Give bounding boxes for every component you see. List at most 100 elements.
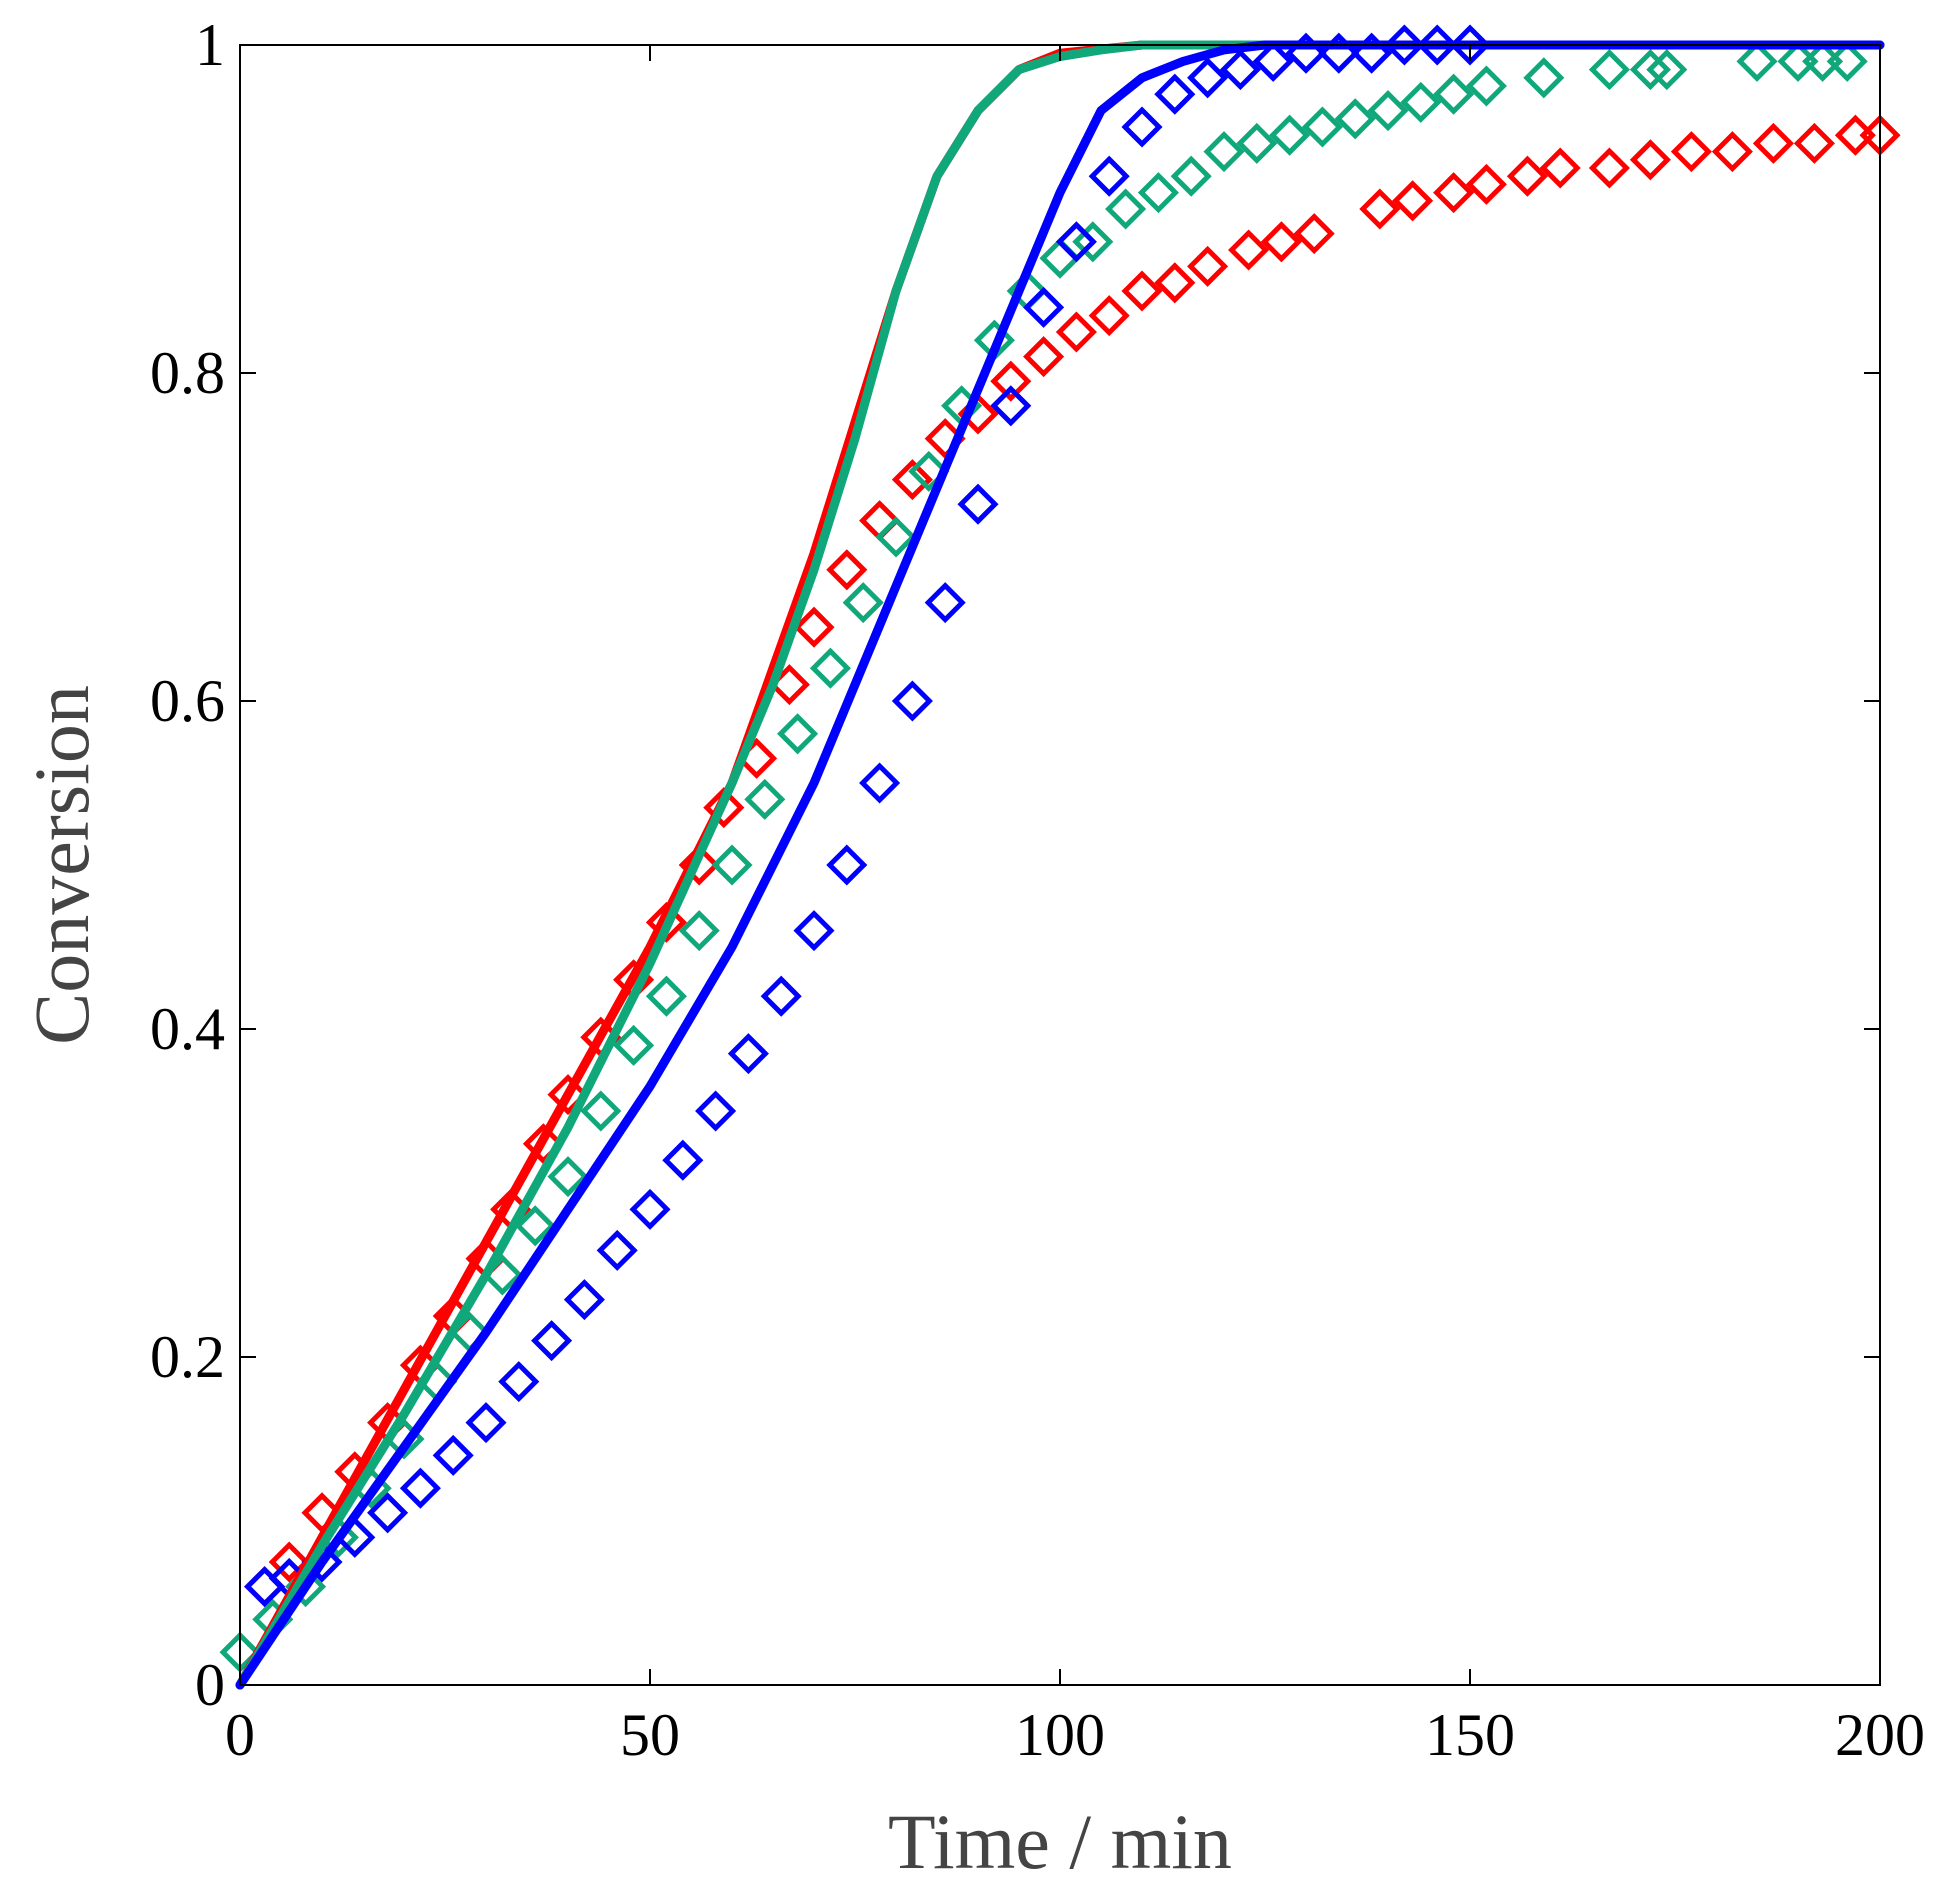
x-axis-title: Time / min bbox=[888, 1798, 1232, 1882]
model-line-blue bbox=[235, 40, 1885, 1690]
data-point-red bbox=[1670, 131, 1712, 173]
data-point-red bbox=[1752, 122, 1794, 164]
data-point-red bbox=[268, 1541, 310, 1583]
x-tick-label: 100 bbox=[1015, 1702, 1105, 1768]
data-point-green bbox=[711, 844, 753, 886]
y-axis-title: Conversion bbox=[18, 685, 105, 1045]
data-point-green bbox=[777, 713, 819, 755]
data-point-green bbox=[613, 1024, 655, 1066]
data-point-green bbox=[1400, 81, 1442, 123]
data-point-green bbox=[645, 975, 687, 1017]
plot-content bbox=[219, 24, 1901, 1690]
data-point-blue bbox=[367, 1492, 409, 1534]
data-point-red bbox=[1187, 245, 1229, 287]
series-blue-markers bbox=[244, 24, 1491, 1608]
data-point-red bbox=[990, 360, 1032, 402]
x-tick-label: 150 bbox=[1425, 1702, 1515, 1768]
data-point-red bbox=[1088, 295, 1130, 337]
data-point-green bbox=[1170, 155, 1212, 197]
data-point-blue bbox=[1055, 221, 1097, 263]
data-point-blue bbox=[629, 1188, 671, 1230]
data-point-green bbox=[1433, 73, 1475, 115]
data-point-green bbox=[1523, 57, 1565, 99]
y-tick-label: 1 bbox=[195, 12, 225, 78]
data-point-red bbox=[678, 844, 720, 886]
data-point-red bbox=[1392, 180, 1434, 222]
data-point-red bbox=[1055, 311, 1097, 353]
data-point-green bbox=[809, 647, 851, 689]
data-point-green bbox=[1269, 114, 1311, 156]
data-point-blue bbox=[826, 844, 868, 886]
data-point-red bbox=[1793, 122, 1835, 164]
axes-ticks bbox=[239, 44, 1881, 1686]
data-point-blue bbox=[596, 1229, 638, 1271]
data-point-blue bbox=[859, 762, 901, 804]
data-point-green bbox=[547, 1156, 589, 1198]
data-point-green bbox=[1465, 65, 1507, 107]
data-point-blue bbox=[1416, 24, 1458, 66]
data-point-red bbox=[1154, 262, 1196, 304]
data-point-red bbox=[1588, 147, 1630, 189]
data-point-blue bbox=[563, 1279, 605, 1321]
data-point-red bbox=[1359, 188, 1401, 230]
data-point-red bbox=[891, 459, 933, 501]
data-point-blue bbox=[432, 1434, 474, 1476]
data-point-blue bbox=[727, 1033, 769, 1075]
data-point-green bbox=[1236, 122, 1278, 164]
data-point-green bbox=[1736, 40, 1778, 82]
data-point-blue bbox=[760, 975, 802, 1017]
data-point-red bbox=[703, 787, 745, 829]
data-point-blue bbox=[1121, 106, 1163, 148]
data-point-blue bbox=[1219, 49, 1261, 91]
data-point-red bbox=[826, 549, 868, 591]
data-point-blue bbox=[957, 483, 999, 525]
x-tick-label: 200 bbox=[1835, 1702, 1925, 1768]
data-point-green bbox=[1826, 40, 1868, 82]
data-point-red bbox=[1629, 139, 1671, 181]
data-point-green bbox=[1588, 49, 1630, 91]
model-line-green bbox=[235, 40, 1885, 1690]
y-tick-label: 0.2 bbox=[150, 1324, 225, 1390]
data-point-green bbox=[1072, 221, 1114, 263]
data-point-green bbox=[580, 1090, 622, 1132]
data-point-blue bbox=[793, 910, 835, 952]
data-point-green bbox=[842, 582, 884, 624]
data-point-red bbox=[1506, 155, 1548, 197]
x-tick-label: 0 bbox=[225, 1702, 255, 1768]
data-point-blue bbox=[695, 1090, 737, 1132]
data-point-blue bbox=[1023, 286, 1065, 328]
data-point-blue bbox=[1154, 73, 1196, 115]
y-tick-label: 0 bbox=[195, 1652, 225, 1718]
data-point-red bbox=[645, 901, 687, 943]
data-point-red bbox=[1293, 213, 1335, 255]
data-point-red bbox=[1260, 221, 1302, 263]
data-point-green bbox=[744, 778, 786, 820]
plot-background bbox=[240, 45, 1880, 1685]
y-tick-label: 0.4 bbox=[150, 996, 225, 1062]
data-point-red bbox=[1433, 172, 1475, 214]
data-point-green bbox=[1301, 106, 1343, 148]
data-point-red bbox=[1539, 147, 1581, 189]
data-point-blue bbox=[465, 1402, 507, 1444]
data-point-green bbox=[1105, 188, 1147, 230]
data-point-blue bbox=[399, 1467, 441, 1509]
data-point-red bbox=[1228, 229, 1270, 271]
data-point-green bbox=[908, 450, 950, 492]
data-point-green bbox=[875, 516, 917, 558]
data-point-blue bbox=[531, 1320, 573, 1362]
data-point-red bbox=[793, 606, 835, 648]
data-point-blue bbox=[498, 1361, 540, 1403]
data-point-green bbox=[1646, 49, 1688, 91]
data-point-red bbox=[547, 1074, 589, 1116]
data-point-red bbox=[1121, 270, 1163, 312]
data-point-blue bbox=[1383, 24, 1425, 66]
data-point-blue bbox=[990, 385, 1032, 427]
data-point-blue bbox=[924, 582, 966, 624]
data-point-red bbox=[1023, 336, 1065, 378]
data-point-blue bbox=[891, 680, 933, 722]
data-point-blue bbox=[662, 1139, 704, 1181]
y-tick-label: 0.8 bbox=[150, 340, 225, 406]
data-point-green bbox=[678, 910, 720, 952]
data-point-red bbox=[1711, 131, 1753, 173]
